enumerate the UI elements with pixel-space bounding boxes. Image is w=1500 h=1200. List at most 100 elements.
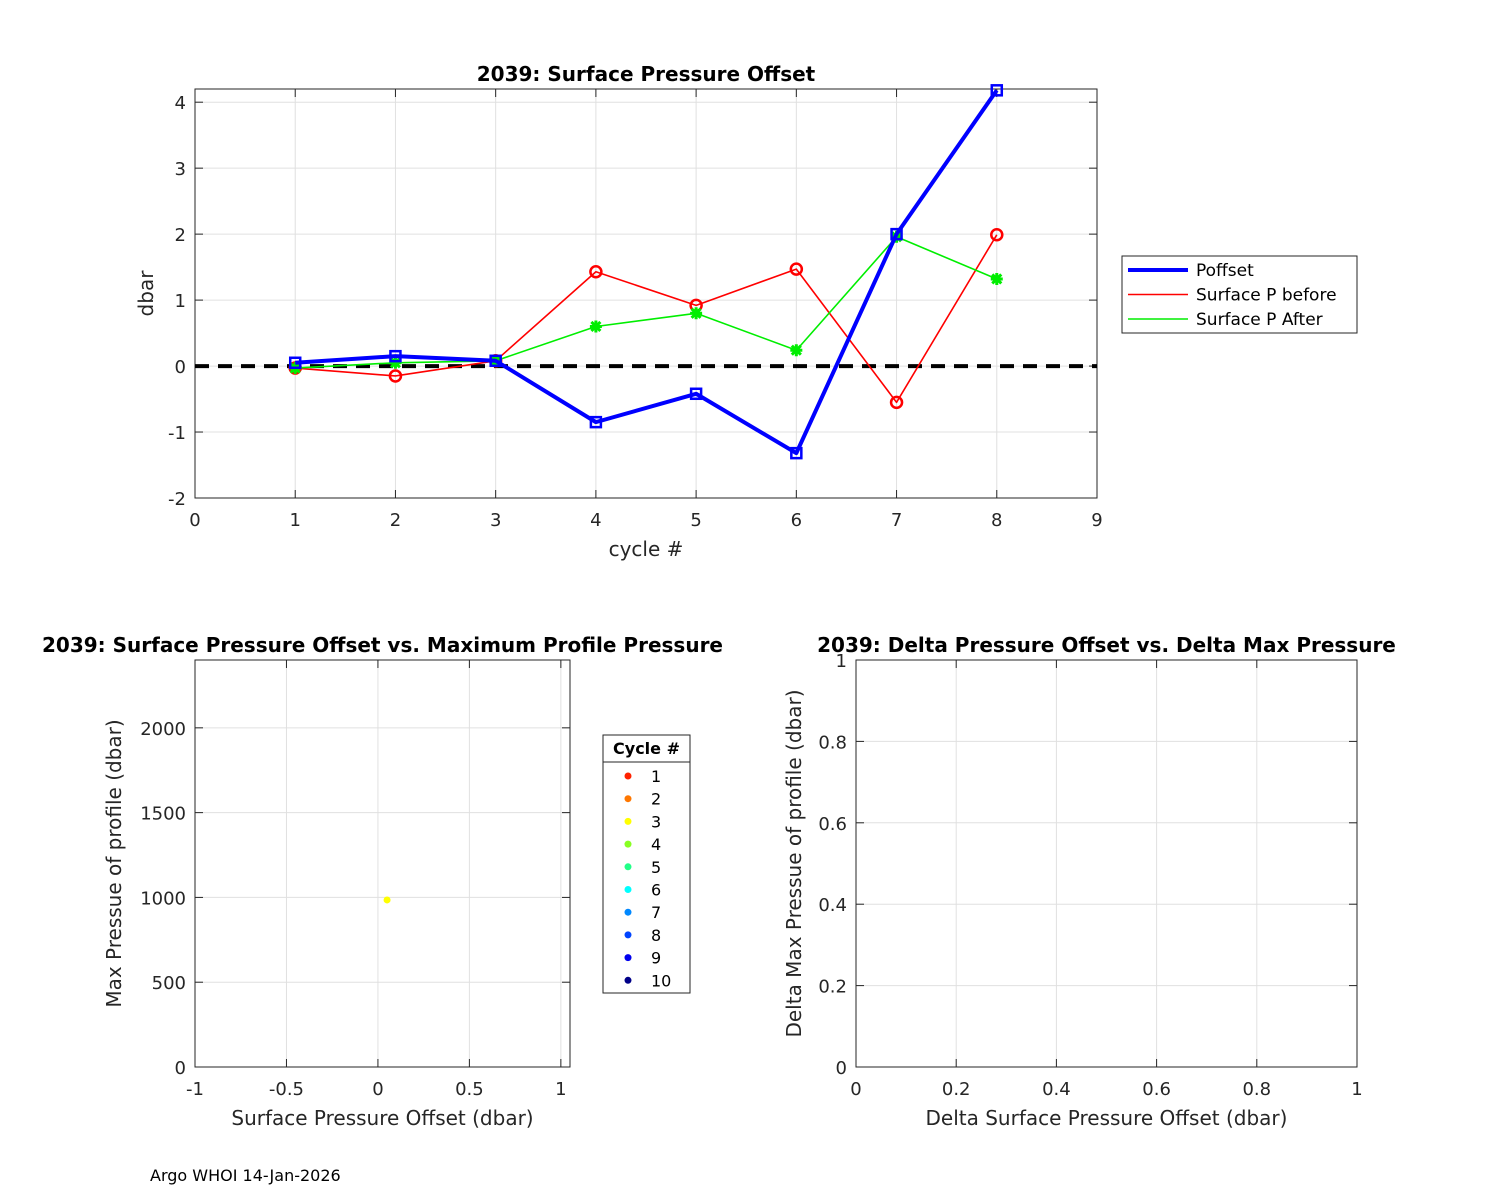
y-tick-label: -2 [168, 489, 186, 510]
cycle-legend-label: 8 [651, 926, 661, 945]
data-point-surface-p-before [388, 369, 403, 383]
y-tick-label: 0 [175, 357, 186, 378]
series-line [295, 234, 998, 404]
data-point-poffset [790, 446, 803, 460]
cycle-legend-label: 10 [651, 971, 671, 990]
y-tick-label: 0.4 [818, 895, 847, 916]
cycle-legend-marker [624, 908, 632, 916]
x-tick-label: 0 [850, 1079, 861, 1100]
data-point-surface-p-before [990, 228, 1004, 242]
cycle-legend-marker [624, 795, 632, 803]
cycle-legend-marker [624, 954, 632, 962]
data-point-surface-p-after [389, 356, 402, 369]
x-tick-label: 1 [289, 510, 300, 531]
cycle-legend-label: 3 [651, 812, 661, 831]
footer-text: Argo WHOI 14-Jan-2026 [150, 1166, 341, 1185]
y-tick-label: -1 [168, 423, 186, 444]
cycle-legend-label: 5 [651, 858, 661, 877]
cycle-legend-label: 7 [651, 903, 661, 922]
cycle-legend-label: 6 [651, 881, 661, 900]
x-tick-label: -1 [186, 1079, 204, 1100]
x-tick-label: 0 [372, 1079, 383, 1100]
cycle-legend-label: 1 [651, 767, 661, 786]
x-axis-label: Surface Pressure Offset (dbar) [231, 1106, 533, 1130]
cycle-legend: Cycle # 1 2 3 4 5 6 7 8 9 10 [602, 734, 691, 994]
x-tick-label: -0.5 [269, 1079, 304, 1100]
cycle-legend-title: Cycle # [613, 739, 680, 758]
data-point-poffset [689, 387, 703, 401]
legend-label: Poffset [1196, 261, 1254, 281]
cycle-legend-marker [624, 931, 632, 939]
y-tick-label: 0 [175, 1058, 186, 1079]
axes-box [194, 659, 571, 1068]
y-tick-label: 2 [175, 225, 186, 246]
series-surface-p-after [289, 230, 1003, 375]
x-tick-label: 7 [891, 510, 902, 531]
cycle-legend-box [602, 734, 691, 994]
cycle-legend-label: 9 [651, 949, 661, 968]
x-tick-label: 3 [490, 510, 501, 531]
data-point-poffset [990, 84, 1004, 97]
data-point-poffset [489, 354, 502, 368]
x-tick-label: 0.8 [1242, 1079, 1271, 1100]
data-point-surface-p-after [990, 272, 1003, 285]
data-point-surface-p-after [690, 307, 703, 320]
x-tick-label: 0 [189, 510, 200, 531]
x-tick-label: 8 [991, 510, 1002, 531]
data-point-poffset [890, 227, 903, 241]
y-tick-label: 3 [175, 159, 186, 180]
series-poffset [288, 84, 1004, 460]
axes-box [855, 659, 1358, 1068]
legend: Poffset Surface P before Surface P After [1121, 255, 1358, 334]
chart-title: 2039: Surface Pressure Offset [477, 62, 816, 86]
chart-title: 2039: Delta Pressure Offset vs. Delta Ma… [817, 633, 1396, 657]
y-tick-label: 0.6 [818, 814, 847, 835]
cycle-legend-label: 2 [651, 790, 661, 809]
x-tick-label: 0.4 [1042, 1079, 1071, 1100]
y-tick-label: 500 [152, 973, 186, 994]
y-axis-label: Delta Max Pressue of profile (dbar) [782, 689, 806, 1037]
x-tick-label: 0.6 [1142, 1079, 1171, 1100]
x-tick-label: 0.2 [942, 1079, 971, 1100]
data-point-surface-p-before [789, 262, 804, 276]
series-line [295, 89, 999, 456]
y-tick-label: 0 [836, 1058, 847, 1079]
x-tick-label: 9 [1091, 510, 1102, 531]
axes-box [194, 88, 1098, 499]
series-surface-p-before [288, 228, 1004, 410]
y-tick-label: 1000 [140, 888, 186, 909]
x-tick-label: 4 [590, 510, 601, 531]
y-tick-label: 2000 [140, 719, 186, 740]
data-point-poffset [589, 415, 603, 429]
data-point-surface-p-after [790, 344, 803, 357]
cycle-legend-marker [624, 817, 632, 825]
data-point-surface-p-after [589, 320, 602, 333]
data-point-cycle-3 [383, 896, 391, 904]
data-point-surface-p-before [889, 395, 904, 410]
x-tick-label: 6 [791, 510, 802, 531]
y-tick-label: 0.8 [818, 732, 847, 753]
cycle-legend-label: 4 [651, 835, 661, 854]
x-axis-label: Delta Surface Pressure Offset (dbar) [926, 1106, 1288, 1130]
cycle-legend-marker [624, 772, 632, 780]
cycle-legend-marker [624, 840, 632, 848]
x-tick-label: 1 [1351, 1079, 1362, 1100]
x-axis-label: cycle # [609, 537, 684, 561]
y-tick-label: 4 [175, 93, 186, 114]
x-tick-label: 2 [390, 510, 401, 531]
y-tick-label: 1 [175, 291, 186, 312]
cycle-legend-marker [624, 976, 632, 984]
legend-label: Surface P After [1196, 310, 1323, 330]
data-point-surface-p-before [589, 264, 603, 279]
chart-title: 2039: Surface Pressure Offset vs. Maximu… [42, 633, 723, 657]
y-axis-label: dbar [134, 270, 158, 317]
y-tick-label: 1500 [140, 804, 186, 825]
data-point-poffset [389, 349, 402, 363]
legend-label: Surface P before [1196, 286, 1337, 306]
cycle-legend-marker [624, 886, 632, 893]
x-tick-label: 0.5 [455, 1079, 484, 1100]
data-point-poffset [288, 356, 302, 370]
x-tick-label: 5 [690, 510, 701, 531]
y-axis-label: Max Pressue of profile (dbar) [102, 719, 126, 1007]
x-tick-label: 1 [555, 1079, 566, 1100]
